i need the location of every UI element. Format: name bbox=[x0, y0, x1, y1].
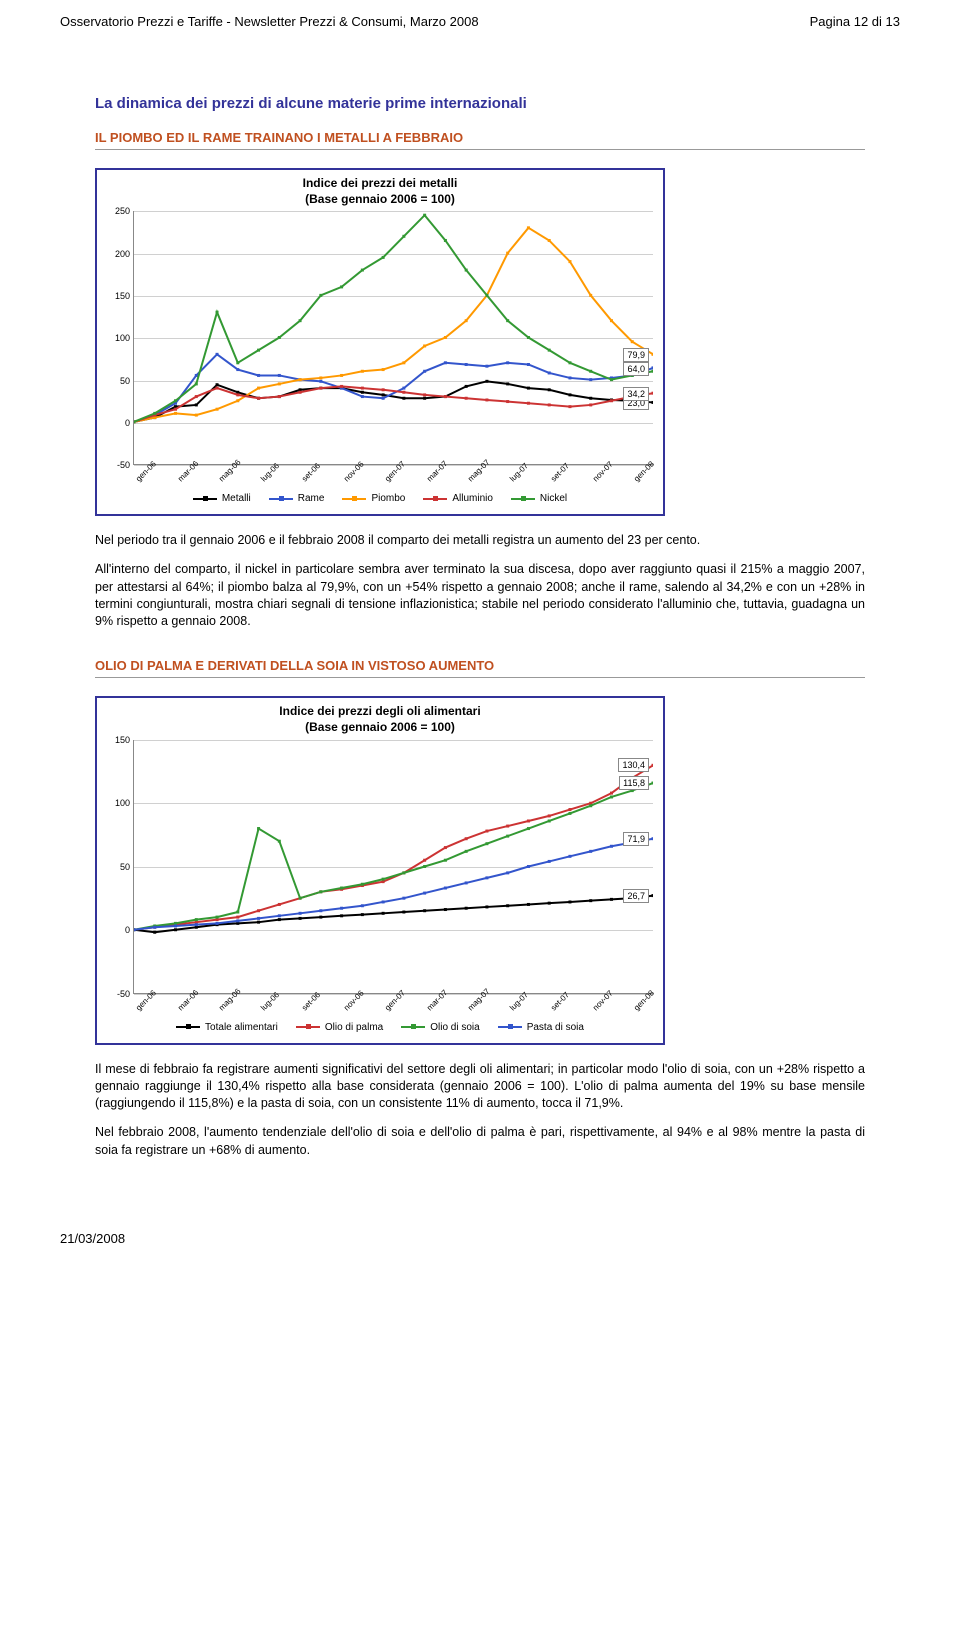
series-line bbox=[134, 765, 653, 929]
chart-title: Indice dei prezzi dei metalli(Base genna… bbox=[103, 176, 657, 211]
series-line bbox=[134, 838, 653, 929]
end-label: 64,0 bbox=[623, 362, 649, 376]
paragraph-4: Nel febbraio 2008, l'aumento tendenziale… bbox=[95, 1124, 865, 1159]
ytick-label: 100 bbox=[106, 798, 130, 808]
legend-label: Olio di palma bbox=[325, 1022, 383, 1033]
series-line bbox=[134, 783, 653, 930]
rule-2 bbox=[95, 677, 865, 678]
chart-svg bbox=[134, 740, 653, 993]
legend-item: Metalli bbox=[193, 493, 251, 504]
series-line bbox=[134, 382, 653, 423]
end-label: 34,2 bbox=[623, 387, 649, 401]
legend-item: Nickel bbox=[511, 493, 567, 504]
chart-metals: Indice dei prezzi dei metalli(Base genna… bbox=[95, 168, 665, 516]
plot-area: -50050100150200250gen-06mar-06mag-06lug-… bbox=[133, 211, 653, 465]
header-left: Osservatorio Prezzi e Tariffe - Newslett… bbox=[60, 14, 479, 29]
ytick-label: 100 bbox=[106, 333, 130, 343]
paragraph-3: Il mese di febbraio fa registrare aument… bbox=[95, 1061, 865, 1113]
series-line bbox=[134, 895, 653, 932]
legend-swatch bbox=[423, 498, 447, 500]
legend-label: Rame bbox=[298, 493, 325, 504]
plot-area: -50050100150gen-06mar-06mag-06lug-06set-… bbox=[133, 740, 653, 994]
header-right: Pagina 12 di 13 bbox=[810, 14, 900, 29]
series-line bbox=[134, 387, 653, 422]
legend-item: Olio di palma bbox=[296, 1022, 383, 1033]
legend-label: Piombo bbox=[371, 493, 405, 504]
subtitle-1: IL PIOMBO ED IL RAME TRAINANO I METALLI … bbox=[95, 130, 865, 145]
ytick-label: -50 bbox=[106, 989, 130, 999]
legend-item: Totale alimentari bbox=[176, 1022, 278, 1033]
legend-swatch bbox=[498, 1026, 522, 1028]
chart-oils: Indice dei prezzi degli oli alimentari(B… bbox=[95, 696, 665, 1044]
ytick-label: 50 bbox=[106, 862, 130, 872]
legend-item: Rame bbox=[269, 493, 325, 504]
legend-item: Pasta di soia bbox=[498, 1022, 584, 1033]
legend-label: Alluminio bbox=[452, 493, 493, 504]
end-label: 115,8 bbox=[619, 776, 649, 790]
ytick-label: 0 bbox=[106, 925, 130, 935]
legend-label: Olio di soia bbox=[430, 1022, 479, 1033]
legend-item: Alluminio bbox=[423, 493, 493, 504]
end-label: 71,9 bbox=[623, 832, 649, 846]
legend-swatch bbox=[511, 498, 535, 500]
legend-item: Piombo bbox=[342, 493, 405, 504]
legend-label: Pasta di soia bbox=[527, 1022, 584, 1033]
ytick-label: 150 bbox=[106, 735, 130, 745]
legend-swatch bbox=[176, 1026, 200, 1028]
paragraph-2: All'interno del comparto, il nickel in p… bbox=[95, 561, 865, 630]
ytick-label: 150 bbox=[106, 291, 130, 301]
legend-swatch bbox=[342, 498, 366, 500]
legend-item: Olio di soia bbox=[401, 1022, 479, 1033]
end-label: 26,7 bbox=[623, 889, 649, 903]
ytick-label: 200 bbox=[106, 249, 130, 259]
paragraph-1: Nel periodo tra il gennaio 2006 e il feb… bbox=[95, 532, 865, 549]
ytick-label: 250 bbox=[106, 206, 130, 216]
rule-1 bbox=[95, 149, 865, 150]
footer-date: 21/03/2008 bbox=[0, 1201, 960, 1266]
chart-title: Indice dei prezzi degli oli alimentari(B… bbox=[103, 704, 657, 739]
page-header: Osservatorio Prezzi e Tariffe - Newslett… bbox=[0, 0, 960, 37]
legend-label: Metalli bbox=[222, 493, 251, 504]
legend-swatch bbox=[193, 498, 217, 500]
end-label: 79,9 bbox=[623, 348, 649, 362]
legend-swatch bbox=[269, 498, 293, 500]
chart-svg bbox=[134, 211, 653, 464]
ytick-label: 50 bbox=[106, 376, 130, 386]
legend-label: Nickel bbox=[540, 493, 567, 504]
end-label: 130,4 bbox=[618, 758, 649, 772]
ytick-label: 0 bbox=[106, 418, 130, 428]
subtitle-2: OLIO DI PALMA E DERIVATI DELLA SOIA IN V… bbox=[95, 658, 865, 673]
legend-swatch bbox=[401, 1026, 425, 1028]
legend-label: Totale alimentari bbox=[205, 1022, 278, 1033]
ytick-label: -50 bbox=[106, 460, 130, 470]
content: La dinamica dei prezzi di alcune materie… bbox=[0, 37, 960, 1201]
section-title: La dinamica dei prezzi di alcune materie… bbox=[95, 95, 865, 112]
legend-swatch bbox=[296, 1026, 320, 1028]
